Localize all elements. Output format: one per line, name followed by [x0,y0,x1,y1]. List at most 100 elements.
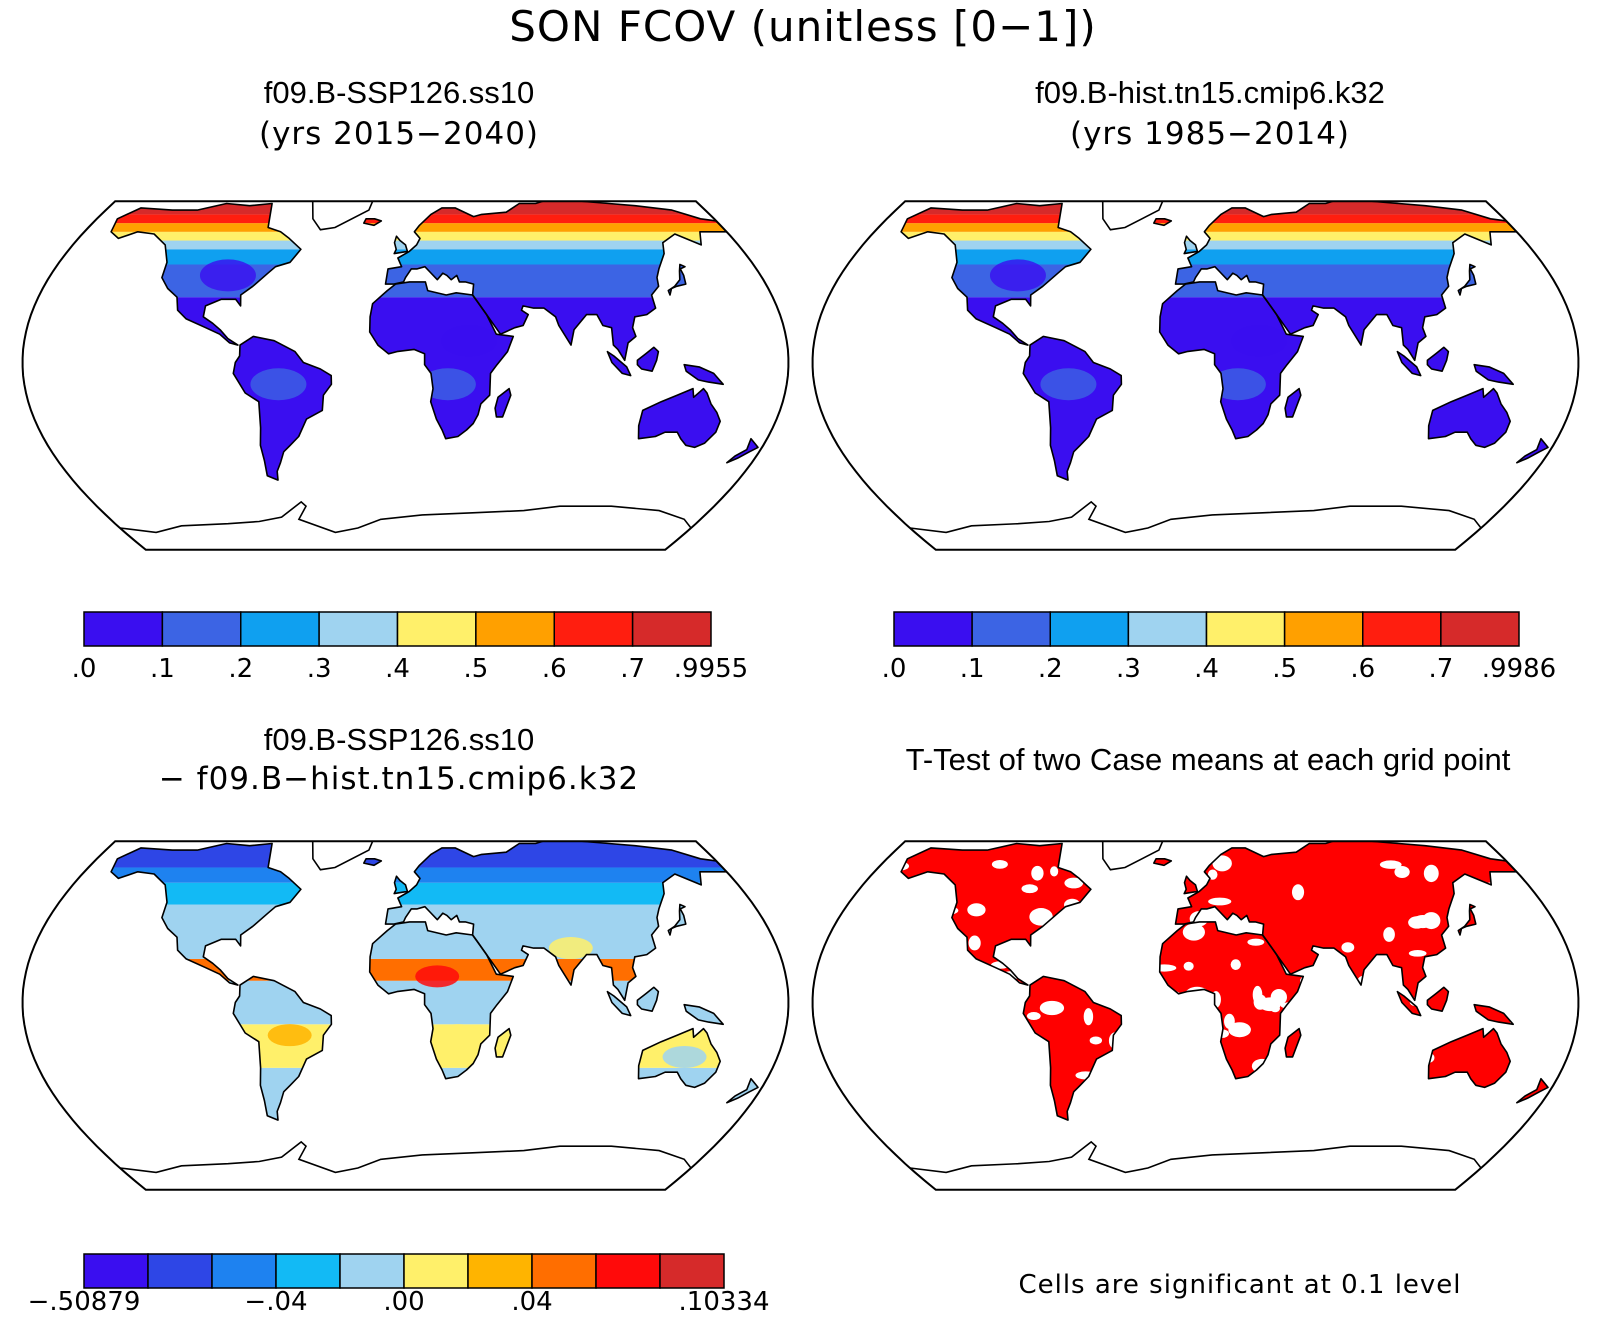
non-significant-cell [968,935,981,951]
colorbar-swatch [240,611,320,647]
map-panel-top-right [811,200,1580,551]
colorbar-tick-label: .0 [71,654,97,684]
colorbar-swatch [893,611,973,647]
shading-band [901,223,1548,232]
non-significant-cell [1394,865,1410,878]
colorbar-swatch [659,1253,725,1289]
colorbar-swatch [275,1253,341,1289]
shading-band [901,214,1548,224]
colorbar-tick-label: .1 [149,654,175,684]
non-significant-cell [1408,950,1427,957]
shading-band [901,240,1548,250]
panel-bl-minus-case: − f09.B−hist.tn15.cmip6.k32 [158,761,640,797]
non-significant-cell [1412,914,1433,929]
eurasia-coastline [384,841,728,1002]
eurasia-coastline [384,201,728,362]
greenland-outline [294,201,375,231]
shading-band [111,240,758,250]
non-significant-cell [1252,985,1263,1004]
borneo-coastline [1426,346,1450,372]
shading-patch [436,1024,481,1047]
colorbar-tick-label: .6 [541,654,567,684]
non-significant-cell [1031,865,1044,881]
colorbar-tick-label: .9955 [673,654,749,684]
map-panel-bottom-right [811,840,1580,1191]
shading-band [901,231,1548,241]
non-significant-cell [1029,908,1053,926]
antarctica-outline [117,1140,693,1190]
shading-band [111,223,758,232]
africa-coastline [1158,921,1305,1080]
sumatra-coastline [1396,350,1422,377]
newguinea-coastline [683,363,725,386]
non-significant-cell [1270,1004,1280,1013]
newguinea-coastline [1473,363,1515,386]
madagascar-coastline [494,387,512,418]
non-significant-cell [1026,1012,1041,1020]
non-significant-cell [1230,959,1241,970]
colorbar-tick-label: .1 [959,654,985,684]
non-significant-cell [1228,1022,1251,1038]
antarctica-outline [907,1140,1483,1190]
non-significant-cell [1341,942,1355,953]
colorbar-swatch [403,1253,469,1289]
colorbar-swatch [396,611,477,647]
colorbar-swatch [1283,611,1364,647]
panel-tr-years: (yrs 1985−2014) [1069,116,1351,152]
antarctica-outline [117,500,693,550]
colorbar-swatch [147,1253,213,1289]
non-significant-cell [1247,938,1265,946]
shading-band [111,214,758,224]
borneo-coastline [636,986,660,1012]
colorbar-swatch [1127,611,1208,647]
shading-band [901,249,1548,265]
non-significant-cell [1423,864,1439,883]
eurasia-coastline [1174,841,1518,1002]
shading-patch [415,965,460,988]
colorbar-tick-label: .9986 [1481,654,1557,684]
non-significant-cell [1050,866,1059,877]
non-significant-cell [1083,1008,1094,1026]
colorbar-tick-label: .7 [1428,654,1454,684]
iceland-coastline [1152,857,1173,867]
colorbar-swatch [595,1253,661,1289]
borneo-coastline [1426,986,1450,1012]
colorbar-top-left [83,611,712,647]
non-significant-cell [1291,884,1305,901]
shading-patch [267,1024,312,1047]
non-significant-cell [1182,923,1205,941]
colorbar-tick-label: −.50879 [27,1287,141,1317]
sumatra-coastline [606,350,632,377]
borneo-coastline [636,346,660,372]
namerica-coastline [110,202,302,346]
shading-band [111,231,758,241]
colorbar-swatch [83,611,164,647]
antarctica-outline [907,500,1483,550]
colorbar-tick-label: .4 [1194,654,1219,684]
uk-coastline [1183,875,1199,895]
nz-coastline [1515,1077,1549,1104]
colorbar-bottom-left [83,1253,725,1289]
shading-patch [419,368,476,401]
japan-coastline [667,263,687,296]
madagascar-coastline [1284,1027,1302,1058]
colorbar-swatch [971,611,1051,647]
shading-patch [662,1045,707,1068]
greenland-outline [1084,201,1165,231]
uk-coastline [1183,235,1199,255]
colorbar-tick-label: .04 [511,1287,553,1317]
shading-band [111,882,758,905]
panel-tr-case-name: f09.B-hist.tn15.cmip6.k32 [1035,75,1385,110]
africa-coastline [368,921,515,1080]
panel-tl-case-name: f09.B-SSP126.ss10 [263,75,535,110]
shading-patch [548,937,593,960]
colorbar-tick-label: .0 [881,654,907,684]
colorbar-tick-label: .10334 [678,1287,770,1317]
japan-coastline [1457,903,1477,936]
non-significant-cell [1089,1036,1103,1045]
nz-coastline [725,1077,759,1104]
colorbar-top-left-labels: .0 .1 .2 .3 .4 .5 .6 .7 .9955 [72,654,749,688]
non-significant-cell [1379,860,1402,869]
samerica-coastline [1022,335,1123,481]
japan-coastline [667,903,687,936]
